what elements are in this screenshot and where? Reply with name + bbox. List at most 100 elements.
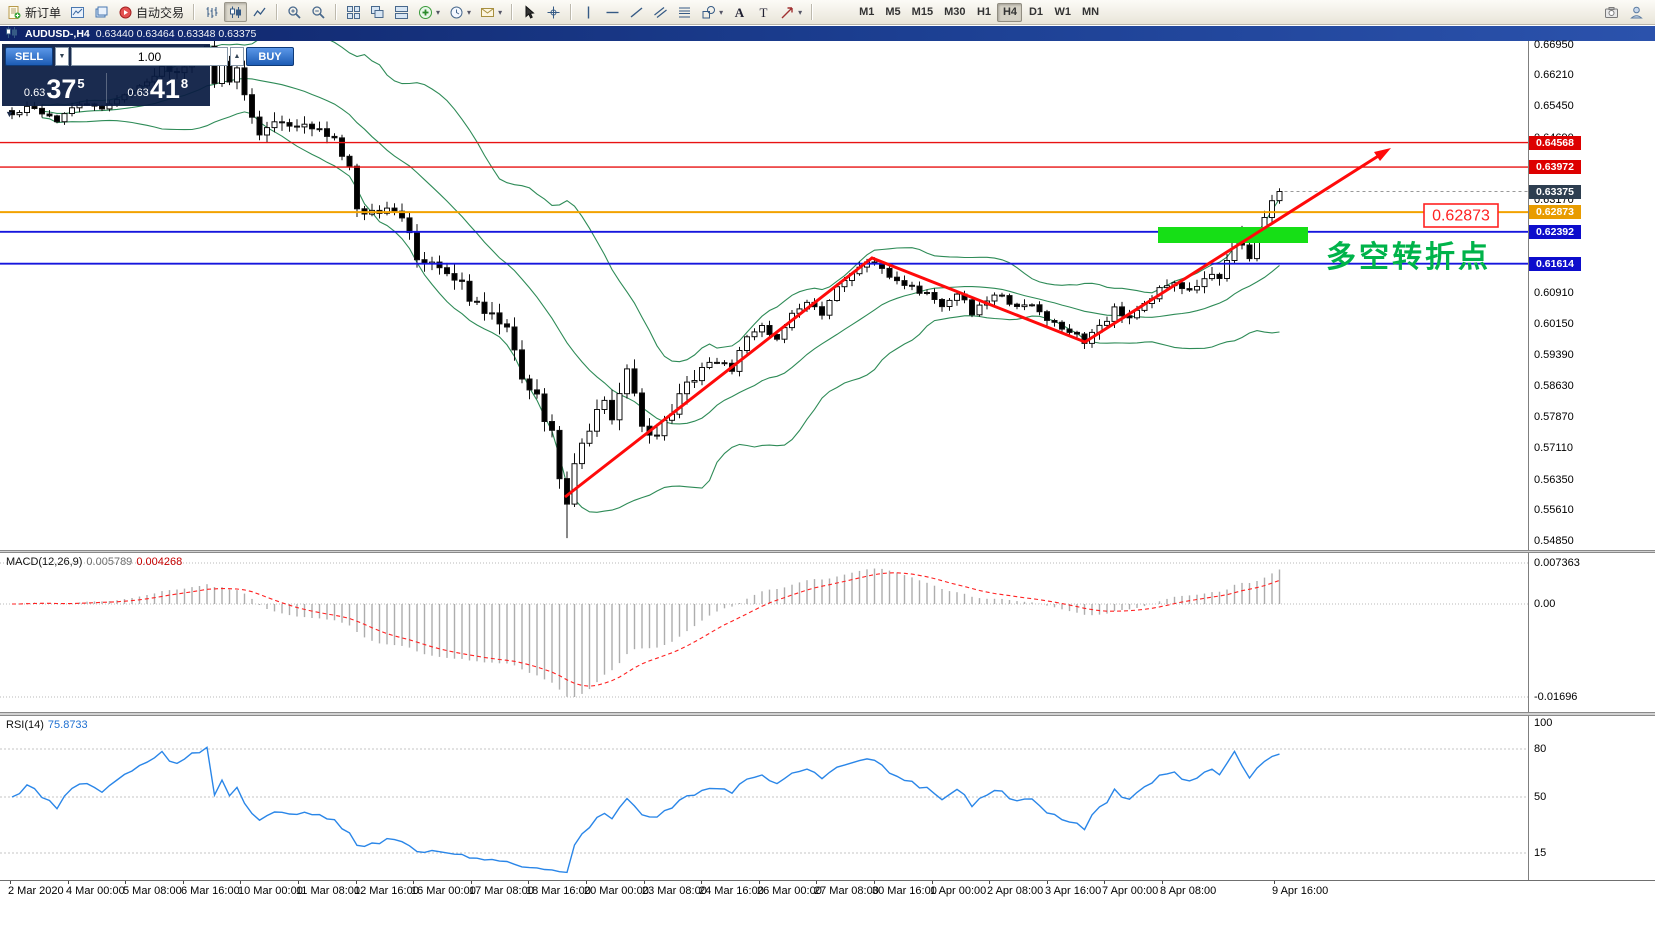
trade-panel-toggle[interactable]: ▼ [5, 109, 14, 119]
indicators-button[interactable]: ▾ [414, 2, 444, 22]
price-label-box[interactable] [1423, 203, 1499, 228]
time-axis-tick [759, 881, 760, 884]
timeframe-w1-button[interactable]: W1 [1049, 3, 1076, 22]
time-axis-label: 16 Mar 00:00 [411, 885, 476, 897]
price-scale[interactable]: 0.669500.662100.654500.646900.639300.631… [1528, 39, 1655, 550]
panel-splitter[interactable] [0, 550, 1655, 553]
sell-price[interactable]: 0.63 37 5 [5, 76, 104, 103]
candlestick-icon [230, 6, 242, 18]
time-axis-label: 5 Mar 08:00 [123, 885, 182, 897]
rsi-value: 75.8733 [47, 719, 88, 731]
vertical-line-button[interactable] [577, 2, 600, 22]
vline-icon [587, 6, 590, 18]
panel-splitter[interactable] [0, 712, 1655, 716]
bollinger-lower [41, 111, 1280, 513]
navigator-button[interactable] [90, 2, 113, 22]
trend-polyline[interactable] [564, 151, 1384, 499]
new-order-button[interactable]: 新订单 [3, 2, 65, 22]
ohlc-bars-button[interactable] [200, 2, 223, 22]
price-scale-label: 0.66950 [1534, 39, 1574, 51]
price-scale-label: 0.57110 [1534, 442, 1573, 455]
price-divider [105, 73, 107, 103]
timeframe-h4-button[interactable]: H4 [997, 2, 1023, 22]
auto-trading-button[interactable]: 自动交易 [114, 2, 188, 22]
volume-decrease-button[interactable]: ▼ [55, 47, 69, 66]
rsi-scale-label: 15 [1534, 847, 1547, 859]
fibonacci-button[interactable] [673, 2, 696, 22]
buy-price-small: 0.63 [127, 87, 149, 99]
timeframe-m15-button[interactable]: M15 [907, 3, 938, 22]
templates-button[interactable]: ▾ [476, 2, 506, 22]
macd-scale-label: 0.007363 [1534, 557, 1580, 569]
time-axis-label: 2 Mar 2020 [8, 885, 64, 897]
shapes-button[interactable]: ▾ [697, 2, 727, 22]
timeframe-m5-button[interactable]: M5 [880, 3, 905, 22]
macd-panel[interactable]: MACD(12,26,9) 0.005789 0.004268 [0, 553, 1528, 712]
timeframe-m1-button[interactable]: M1 [854, 3, 879, 22]
toolbar: 新订单 自动交易 ▾ ▾ ▾ ▾ A T ▾ M1 M5 M15 M30 H1 H4 D1 W1 MN [0, 0, 1655, 25]
time-axis-tick [125, 881, 126, 884]
price-scale-label: 0.66210 [1534, 69, 1574, 82]
price-scale-label: 0.65450 [1534, 100, 1574, 113]
market-watch-button[interactable] [66, 2, 89, 22]
price-scale-label: 0.59390 [1534, 348, 1574, 361]
timeframe-mn-button[interactable]: MN [1077, 3, 1104, 22]
toolbar-separator [811, 4, 814, 20]
svg-text:T: T [760, 5, 768, 20]
time-axis-label: 1 Apr 00:00 [930, 885, 987, 897]
price-scale-label: 0.55610 [1534, 503, 1574, 516]
timeframe-h1-button[interactable]: H1 [971, 3, 996, 22]
text-label-button[interactable]: T [752, 2, 775, 22]
volume-increase-button[interactable]: ▲ [230, 47, 244, 66]
candlesticks-button[interactable] [224, 2, 248, 22]
trendline-button[interactable] [625, 2, 648, 22]
chart-title-bar: AUDUSD-,H4 0.63440 0.63464 0.63348 0.633… [0, 26, 1655, 41]
cn-annotation-text[interactable]: 多空转折点 [1326, 241, 1491, 274]
time-axis-label: 12 Mar 16:00 [354, 885, 419, 897]
sell-button[interactable]: SELL [5, 47, 53, 66]
price-badge-0.62873: 0.62873 [1529, 205, 1581, 220]
buy-price[interactable]: 0.63 41 8 [109, 76, 208, 103]
timeframe-m30-button[interactable]: M30 [939, 3, 970, 22]
time-axis-tick [932, 881, 933, 884]
time-axis-label: 30 Mar 16:00 [872, 885, 937, 897]
zoom-out-button[interactable] [307, 2, 330, 22]
horizontal-line-button[interactable] [601, 2, 624, 22]
arrows-icon [781, 6, 793, 18]
crosshair-button[interactable] [542, 2, 565, 22]
rsi-label: RSI(14) 75.8733 [6, 719, 88, 731]
cursor-button[interactable] [518, 2, 541, 22]
tile-windows-button[interactable] [342, 2, 365, 22]
green-zone-rect[interactable] [1158, 227, 1308, 243]
zoom-in-button[interactable] [283, 2, 306, 22]
toolbar-extra-2-button[interactable] [1625, 2, 1648, 22]
timeframe-d1-button[interactable]: D1 [1023, 3, 1048, 22]
line-chart-button[interactable] [248, 2, 271, 22]
cascade-windows-button[interactable] [366, 2, 389, 22]
new-order-label: 新订单 [25, 5, 62, 20]
sell-price-small: 0.63 [23, 87, 46, 99]
text-button[interactable]: A [728, 2, 751, 22]
price-scale-label: 0.60150 [1534, 317, 1574, 330]
arrange-windows-button[interactable] [390, 2, 413, 22]
equidistant-channel-button[interactable] [649, 2, 672, 22]
time-axis-label: 23 Mar 08:00 [642, 885, 707, 897]
periods-icon [450, 6, 463, 18]
volume-input[interactable] [71, 47, 228, 66]
toolbar-extra-1-button[interactable] [1600, 2, 1623, 22]
chart-window-icon [4, 25, 19, 43]
price-badge-0.63375: 0.63375 [1529, 184, 1581, 199]
trendline-icon [630, 6, 643, 18]
buy-button[interactable]: BUY [246, 47, 294, 66]
periods-button[interactable]: ▾ [445, 2, 475, 22]
price-badge-0.64568: 0.64568 [1529, 135, 1581, 150]
price-chart-svg: 多空转折点 0.62873 [0, 41, 1528, 539]
arrow-tools-button[interactable]: ▾ [776, 2, 806, 22]
layers-icon [95, 6, 108, 17]
time-axis[interactable]: 2 Mar 2020 4 Mar 00:00 5 Mar 08:00 6 Mar 16… [0, 880, 1655, 901]
rsi-panel[interactable]: RSI(14) 75.8733 [0, 716, 1528, 880]
price-scale-label: 0.57870 [1534, 411, 1574, 424]
toolbar-separator [570, 4, 573, 20]
